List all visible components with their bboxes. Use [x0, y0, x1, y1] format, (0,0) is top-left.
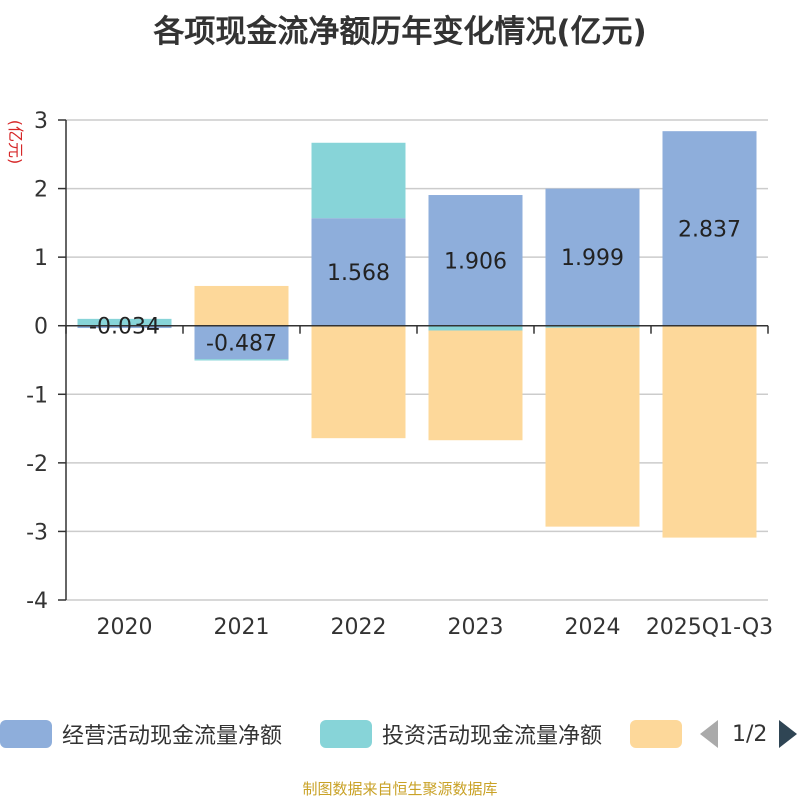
- bar-series2-2022: [311, 325, 406, 439]
- legend-swatch-investing: [320, 720, 372, 748]
- bar-series2-2021: [194, 285, 289, 326]
- x-tick-label: 2024: [565, 615, 621, 640]
- y-tick-label: -1: [26, 383, 48, 408]
- legend-item-operating[interactable]: 经营活动现金流量净额: [0, 720, 283, 749]
- bar-series2-2023: [428, 330, 523, 441]
- legend-pager: 1/2: [700, 720, 798, 748]
- legend-swatch-operating: [0, 720, 52, 748]
- legend-label-investing: 投资活动现金流量净额: [382, 724, 603, 749]
- data-label-2024: 1.999: [561, 246, 624, 271]
- data-label-2022: 1.568: [327, 261, 390, 286]
- legend-page-indicator: 1/2: [732, 721, 768, 747]
- bar-series2-2025Q1-Q3: [662, 326, 757, 538]
- bar-series1-2021: [194, 359, 289, 361]
- legend-item-investing[interactable]: 投资活动现金流量净额: [320, 720, 603, 749]
- y-tick-label: 1: [34, 246, 48, 271]
- bar-series2-2024: [545, 327, 640, 527]
- x-tick-label: 2021: [214, 615, 270, 640]
- y-tick-label: -3: [26, 520, 48, 545]
- y-tick-label: -2: [26, 452, 48, 477]
- legend: 经营活动现金流量净额 投资活动现金流量净额 1/2: [0, 714, 800, 754]
- bar-series1-2023: [428, 325, 523, 331]
- bar-series0-2025Q1-Q3: [662, 131, 757, 326]
- legend-prev-icon[interactable]: [700, 720, 718, 748]
- bar-series1-2022: [311, 142, 406, 219]
- legend-swatch-financing: [630, 720, 682, 748]
- y-tick-label: 3: [34, 109, 48, 134]
- x-tick-label: 2023: [448, 615, 504, 640]
- bar-series0-2021: [194, 325, 289, 360]
- bar-series0-2023: [428, 195, 523, 326]
- data-label-2025Q1-Q3: 2.837: [678, 217, 741, 242]
- y-tick-label: 0: [34, 315, 48, 340]
- legend-item-financing[interactable]: [630, 720, 682, 748]
- bar-series0-2022: [311, 218, 406, 326]
- data-source-note: 制图数据来自恒生聚源数据库: [302, 780, 498, 798]
- chart-title: 各项现金流净额历年变化情况(亿元): [153, 14, 647, 50]
- data-label-2021: -0.487: [206, 331, 277, 356]
- y-tick-label: -4: [26, 589, 48, 614]
- x-tick-label: 2020: [97, 615, 153, 640]
- bar-series0-2020: [77, 325, 172, 329]
- x-tick-label: 2022: [331, 615, 387, 640]
- data-label-2023: 1.906: [444, 249, 507, 274]
- legend-label-operating: 经营活动现金流量净额: [62, 724, 283, 749]
- bar-series1-2020: [77, 318, 172, 326]
- legend-next-icon[interactable]: [779, 720, 798, 748]
- y-tick-label: 2: [34, 178, 48, 203]
- x-tick-label: 2025Q1-Q3: [646, 615, 773, 640]
- data-label-2020: -0.034: [89, 315, 160, 340]
- bar-series0-2024: [545, 188, 640, 326]
- y-axis-label: (亿元): [6, 120, 25, 165]
- bar-series1-2024: [545, 325, 640, 328]
